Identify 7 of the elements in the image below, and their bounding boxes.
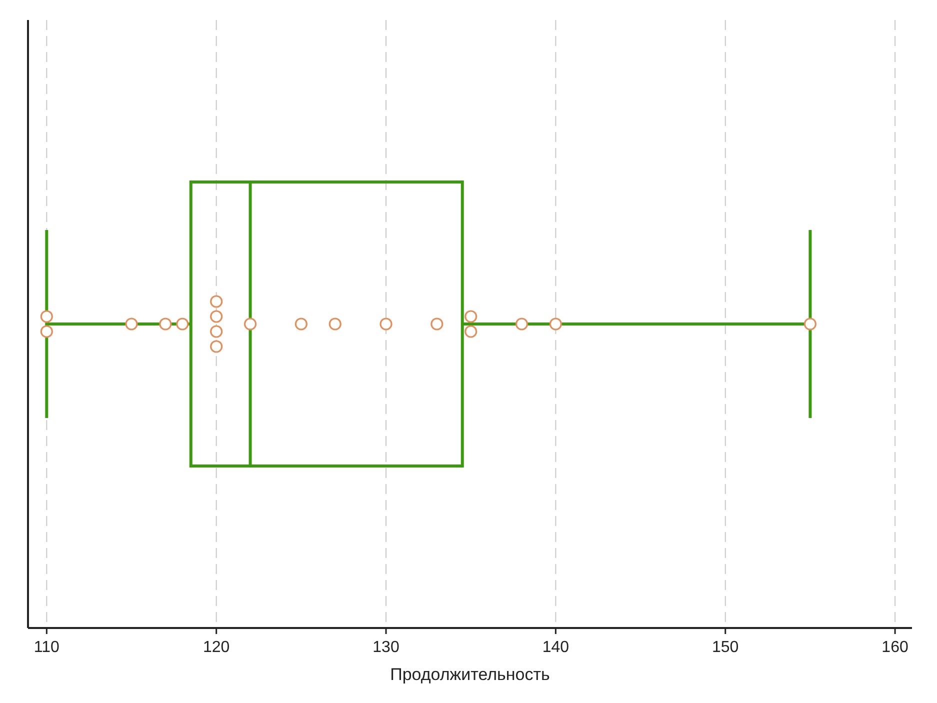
x-tick-label: 120 (202, 639, 230, 656)
x-tick-label: 160 (882, 639, 908, 656)
x-tick-label: 110 (34, 639, 60, 656)
x-axis-title: Продолжительность (390, 665, 550, 684)
x-tick-label: 150 (712, 639, 739, 656)
x-tick-label: 140 (542, 639, 570, 656)
x-tick-label: 130 (372, 639, 400, 656)
